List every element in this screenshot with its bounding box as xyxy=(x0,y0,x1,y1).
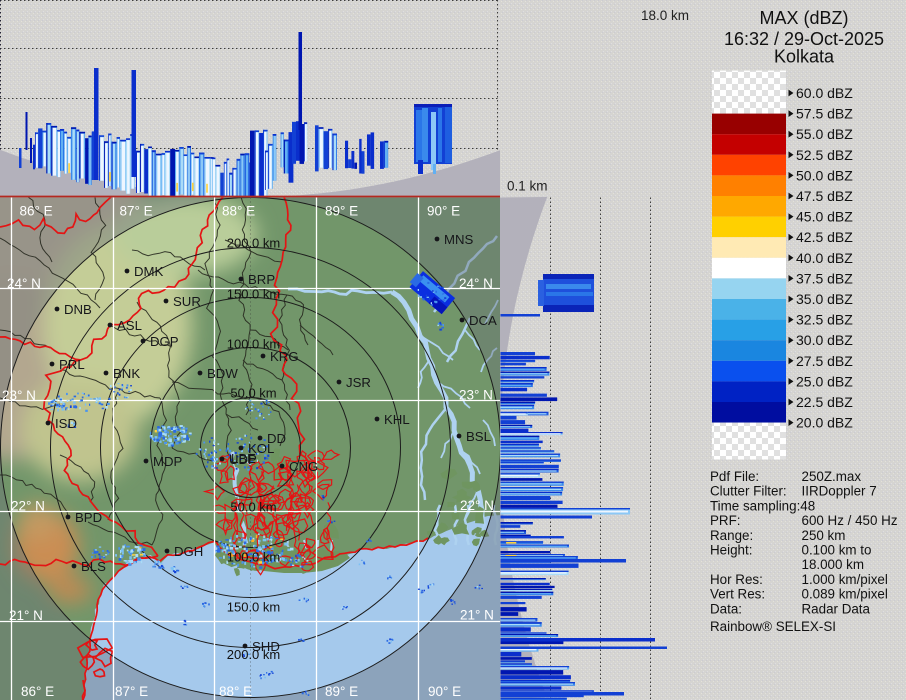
svg-text:150.0 km: 150.0 km xyxy=(227,600,280,615)
svg-text:ISD: ISD xyxy=(55,416,77,431)
svg-text:Data:: Data: xyxy=(710,601,742,616)
svg-text:Pdf File:: Pdf File: xyxy=(710,469,759,484)
svg-text:30.0 dBZ: 30.0 dBZ xyxy=(796,332,853,348)
svg-text:SHD: SHD xyxy=(252,639,280,654)
svg-text:22° N: 22° N xyxy=(460,498,494,513)
svg-text:86° E: 86° E xyxy=(20,204,53,219)
svg-text:DD: DD xyxy=(267,431,286,446)
svg-text:55.0 dBZ: 55.0 dBZ xyxy=(796,126,853,142)
svg-text:0.089 km/pixel: 0.089 km/pixel xyxy=(802,587,888,602)
svg-text:DMK: DMK xyxy=(134,264,164,279)
svg-text:37.5 dBZ: 37.5 dBZ xyxy=(796,270,853,286)
svg-text:Radar Data: Radar Data xyxy=(802,601,871,616)
svg-text:JSR: JSR xyxy=(346,375,371,390)
svg-text:BRP: BRP xyxy=(248,272,275,287)
svg-text:ASL: ASL xyxy=(117,318,142,333)
svg-text:MDP: MDP xyxy=(153,454,183,469)
svg-text:87° E: 87° E xyxy=(120,204,153,219)
svg-text:DGP: DGP xyxy=(150,334,179,349)
svg-text:18.000 km: 18.000 km xyxy=(802,557,865,572)
svg-text:24° N: 24° N xyxy=(459,276,493,291)
svg-text:BPD: BPD xyxy=(75,510,102,525)
svg-text:0.100 km to: 0.100 km to xyxy=(802,543,872,558)
svg-text:22.5 dBZ: 22.5 dBZ xyxy=(796,394,853,410)
svg-text:DCA: DCA xyxy=(469,313,497,328)
svg-text:150.0 km: 150.0 km xyxy=(227,287,280,302)
svg-text:DNB: DNB xyxy=(64,302,92,317)
svg-text:40.0 dBZ: 40.0 dBZ xyxy=(796,250,853,266)
svg-text:18.0 km: 18.0 km xyxy=(641,8,689,23)
svg-text:MNS: MNS xyxy=(444,232,474,247)
svg-text:Vert Res:: Vert Res: xyxy=(710,587,765,602)
svg-text:CNG: CNG xyxy=(289,459,318,474)
svg-text:57.5 dBZ: 57.5 dBZ xyxy=(796,106,853,122)
svg-text:50.0 km: 50.0 km xyxy=(230,500,276,515)
svg-text:600 Hz / 450 Hz: 600 Hz / 450 Hz xyxy=(802,513,898,528)
svg-text:50.0 dBZ: 50.0 dBZ xyxy=(796,167,853,183)
svg-text:PRL: PRL xyxy=(59,357,85,372)
svg-text:23° N: 23° N xyxy=(459,388,493,403)
svg-text:20.0 dBZ: 20.0 dBZ xyxy=(796,415,853,431)
svg-text:Range:: Range: xyxy=(710,528,753,543)
svg-text:88° E: 88° E xyxy=(219,684,252,699)
svg-text:PRF:: PRF: xyxy=(710,513,741,528)
svg-text:IIRDoppler 7: IIRDoppler 7 xyxy=(802,484,877,499)
svg-text:22° N: 22° N xyxy=(11,499,45,514)
svg-text:BSL: BSL xyxy=(466,429,491,444)
svg-text:27.5 dBZ: 27.5 dBZ xyxy=(796,353,853,369)
svg-text:86° E: 86° E xyxy=(21,684,54,699)
svg-text:90° E: 90° E xyxy=(427,204,460,219)
svg-text:32.5 dBZ: 32.5 dBZ xyxy=(796,312,853,328)
svg-text:50.0 km: 50.0 km xyxy=(230,386,276,401)
svg-text:87° E: 87° E xyxy=(115,684,148,699)
svg-text:250 km: 250 km xyxy=(802,528,846,543)
svg-text:0.1 km: 0.1 km xyxy=(507,179,548,194)
svg-text:Height:: Height: xyxy=(710,543,752,558)
svg-text:60.0 dBZ: 60.0 dBZ xyxy=(796,85,853,101)
svg-text:BDW: BDW xyxy=(207,366,238,381)
svg-text:21° N: 21° N xyxy=(9,608,43,623)
svg-text:90° E: 90° E xyxy=(428,684,461,699)
svg-text:25.0 dBZ: 25.0 dBZ xyxy=(796,373,853,389)
svg-text:23° N: 23° N xyxy=(2,388,36,403)
svg-text:100.0 km: 100.0 km xyxy=(227,550,280,565)
svg-text:42.5 dBZ: 42.5 dBZ xyxy=(796,229,853,245)
svg-text:Clutter Filter:: Clutter Filter: xyxy=(710,484,787,499)
svg-text:89° E: 89° E xyxy=(325,204,358,219)
svg-text:16:32 / 29-Oct-2025: 16:32 / 29-Oct-2025 xyxy=(724,29,884,49)
svg-text:200.0 km: 200.0 km xyxy=(227,236,280,251)
svg-text:UDP: UDP xyxy=(229,452,257,467)
svg-text:89° E: 89° E xyxy=(325,684,358,699)
svg-text:88° E: 88° E xyxy=(222,204,255,219)
svg-text:BNK: BNK xyxy=(113,366,140,381)
svg-text:LBE: LBE xyxy=(231,451,256,466)
svg-text:Kolkata: Kolkata xyxy=(774,47,835,67)
svg-text:52.5 dBZ: 52.5 dBZ xyxy=(796,147,853,163)
svg-text:Time sampling:48: Time sampling:48 xyxy=(710,498,815,513)
svg-text:MAX (dBZ): MAX (dBZ) xyxy=(759,8,848,28)
svg-text:250Z.max: 250Z.max xyxy=(802,469,862,484)
svg-text:35.0 dBZ: 35.0 dBZ xyxy=(796,291,853,307)
svg-text:Rainbow® SELEX-SI: Rainbow® SELEX-SI xyxy=(710,619,836,634)
svg-text:KOL: KOL xyxy=(248,441,274,456)
svg-text:KRG: KRG xyxy=(270,349,299,364)
svg-text:21° N: 21° N xyxy=(460,608,494,623)
svg-text:100.0 km: 100.0 km xyxy=(227,337,280,352)
svg-text:DGH: DGH xyxy=(174,544,203,559)
svg-text:200.0 km: 200.0 km xyxy=(227,647,280,662)
svg-text:24° N: 24° N xyxy=(7,276,41,291)
svg-text:1.000 km/pixel: 1.000 km/pixel xyxy=(802,572,888,587)
svg-text:SUR: SUR xyxy=(173,294,201,309)
svg-text:45.0 dBZ: 45.0 dBZ xyxy=(796,209,853,225)
svg-text:Hor Res:: Hor Res: xyxy=(710,572,763,587)
svg-text:BLS: BLS xyxy=(81,559,106,574)
svg-text:47.5 dBZ: 47.5 dBZ xyxy=(796,188,853,204)
svg-text:KHL: KHL xyxy=(384,412,410,427)
